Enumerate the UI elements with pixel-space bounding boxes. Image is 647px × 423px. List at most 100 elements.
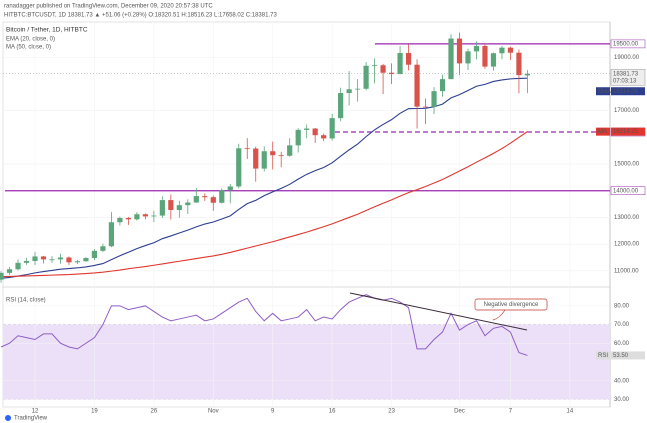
candle-body <box>295 129 301 146</box>
candle-body <box>193 196 199 203</box>
candle-body <box>414 64 420 107</box>
candle-body <box>142 214 148 217</box>
x-tick-label: 19 <box>91 409 98 415</box>
indicator-tag-label: 16214.25 <box>613 129 639 135</box>
chart-title: Bitcoin / Tether, 1D, HITBTC <box>6 27 88 34</box>
candle-body <box>422 106 429 108</box>
rsi-title: RSI (14, close) <box>6 298 46 304</box>
candle-body <box>405 52 412 65</box>
candle-body <box>117 217 123 223</box>
rsi-tag-name: RSI <box>598 353 608 359</box>
rsi-tick-label: 40.00 <box>614 378 630 384</box>
indicator-tag-name: MA <box>598 129 607 135</box>
level-tag-label: 19500.00 <box>613 41 639 47</box>
candle-body <box>202 196 208 198</box>
candle-body <box>507 47 514 53</box>
candle-body <box>346 89 352 94</box>
candle-body <box>159 200 165 216</box>
candle-body <box>100 246 106 251</box>
indicator-tag <box>611 87 645 96</box>
x-tick-label: 12 <box>32 409 39 415</box>
candle-body <box>321 135 327 139</box>
rsi-tag <box>611 351 645 360</box>
candle-body <box>219 189 225 203</box>
candle-body <box>244 148 250 150</box>
candle-body <box>49 259 55 261</box>
y-tick-label: 15000.00 <box>614 162 640 168</box>
indicator-line <box>0 77 528 279</box>
divergence-line <box>349 292 528 331</box>
candle-body <box>473 46 480 52</box>
x-tick-label: 9 <box>271 409 275 415</box>
candle-body <box>482 46 488 67</box>
level-tag-label: 14000.00 <box>613 188 639 194</box>
logo <box>5 415 11 421</box>
candle-body <box>134 214 140 220</box>
rsi-line <box>0 294 528 356</box>
candle-body <box>57 257 64 260</box>
indicator-tag <box>611 127 645 136</box>
candle-body <box>329 118 335 139</box>
indicator-line <box>1 131 528 278</box>
ma-legend: MA (50, close, 0) <box>6 45 51 51</box>
candle-body <box>83 258 89 262</box>
candle-body <box>439 79 446 92</box>
candle-body <box>168 200 174 210</box>
candle-body <box>91 250 98 259</box>
candle-body <box>15 262 21 270</box>
candle-body <box>388 72 395 75</box>
x-tick-label: Dec <box>454 409 465 415</box>
y-tick-label: 12000.00 <box>614 242 640 248</box>
indicator-tag-name-box <box>596 127 610 136</box>
footer-text: TradingView <box>14 416 48 422</box>
ema-legend: EMA (20, close, 0) <box>6 37 55 43</box>
rsi-band <box>3 324 610 400</box>
candle-body <box>176 205 182 210</box>
candle-body <box>210 197 216 203</box>
x-tick-label: 16 <box>329 409 336 415</box>
candle-body <box>516 52 522 76</box>
rsi-tick-label: 30.00 <box>614 397 630 403</box>
candle-body <box>355 88 361 90</box>
candle-body <box>108 222 115 247</box>
x-tick-label: 26 <box>151 409 158 415</box>
author-line: ranadagger published on TradingView.com,… <box>4 4 213 10</box>
candle-body <box>278 155 284 157</box>
rsi-tick-label: 80.00 <box>614 303 630 309</box>
indicator-tag-label: 18214.08 <box>613 89 639 95</box>
countdown-label: 07:03:13 <box>613 78 637 84</box>
candle-body <box>524 73 531 76</box>
x-tick-label: 7 <box>509 409 513 415</box>
candle-body <box>456 38 463 64</box>
candle-body <box>227 186 233 190</box>
level-tag <box>610 186 646 195</box>
rsi-tag-label: 53.50 <box>613 353 629 359</box>
candle-body <box>270 151 276 156</box>
candle-body <box>66 257 72 263</box>
candle-body <box>448 38 454 80</box>
last-price-tag <box>610 69 646 86</box>
candle-body <box>261 151 267 169</box>
candle-body <box>236 148 242 187</box>
y-tick-label: 13000.00 <box>614 215 640 221</box>
candle-body <box>287 145 293 156</box>
candle-body <box>490 53 497 67</box>
candle-body <box>40 256 47 260</box>
annotation-pointer <box>492 309 506 321</box>
y-tick-label: 11000.00 <box>614 268 639 274</box>
rsi-tick-label: 70.00 <box>614 322 630 328</box>
candle-body <box>372 65 378 67</box>
symbol-line: HITBTC:BTCUSDT, 1D 18381.73 ▲ +51.06 (+0… <box>4 13 277 19</box>
last-price-label: 18381.73 <box>613 71 639 77</box>
candle-body <box>363 65 369 89</box>
candle-body <box>312 128 318 136</box>
footer: TradingView <box>5 415 48 422</box>
x-tick-label: Nov <box>208 409 219 415</box>
rsi-tag-name-box <box>596 351 610 360</box>
candle-body <box>125 217 131 220</box>
annotation-box <box>474 298 548 311</box>
candle-body <box>304 128 310 130</box>
candle-body <box>23 260 30 263</box>
